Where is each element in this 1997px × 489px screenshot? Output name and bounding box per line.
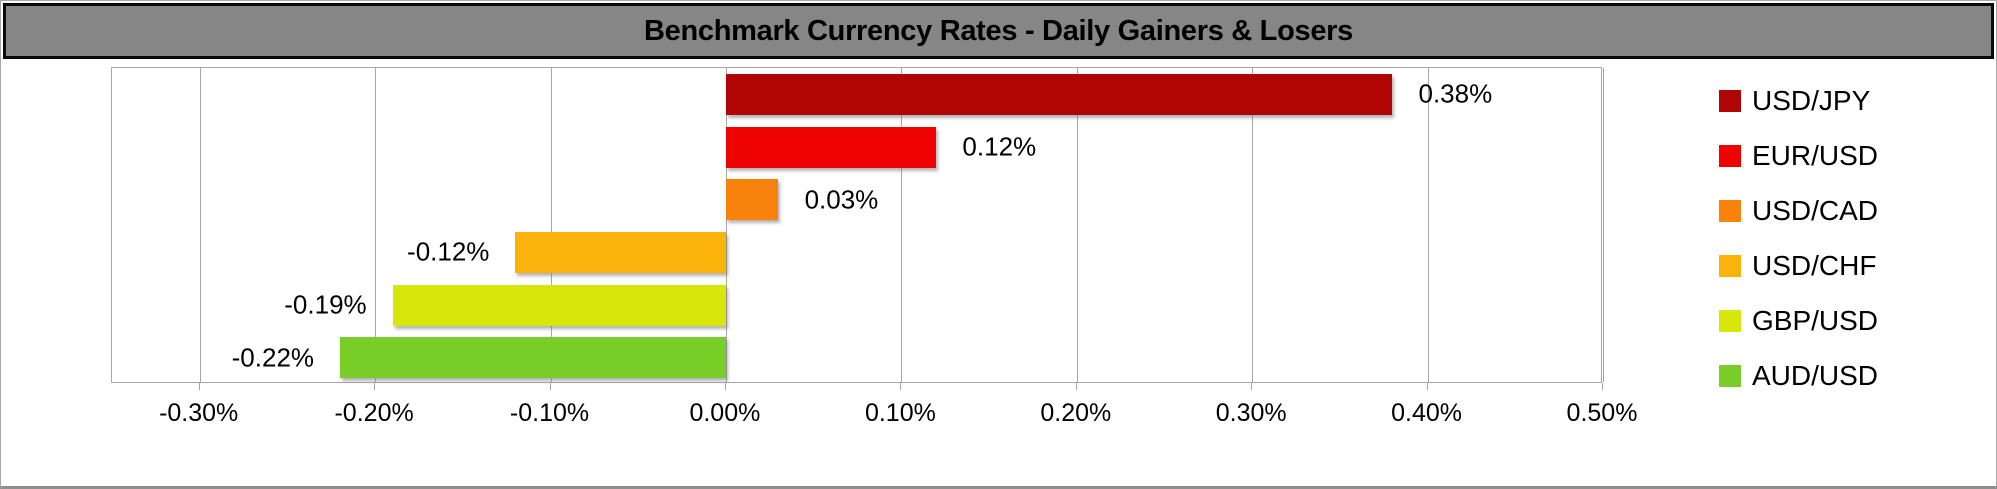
bar-value-label: -0.22% bbox=[231, 342, 315, 373]
legend-item-gbp-usd: GBP/USD bbox=[1719, 305, 1878, 336]
legend-label: AUD/USD bbox=[1752, 359, 1879, 391]
legend-item-usd-chf: USD/CHF bbox=[1719, 250, 1878, 281]
legend-swatch bbox=[1719, 364, 1741, 387]
gridline bbox=[1603, 68, 1604, 382]
legend-label: GBP/USD bbox=[1752, 304, 1879, 336]
gridline bbox=[901, 68, 903, 382]
x-tick-label: -0.30% bbox=[159, 399, 239, 427]
axis-tick-mark bbox=[900, 383, 902, 390]
bar-value-label: -0.12% bbox=[407, 236, 490, 267]
bar-eur-usd bbox=[725, 126, 937, 168]
legend-swatch bbox=[1719, 309, 1741, 332]
plot-area: 0.38% 0.12% 0.03% -0.12% -0.19% -0.22% bbox=[111, 67, 1604, 383]
bar-usd-cad bbox=[725, 179, 779, 221]
x-tick-label: -0.20% bbox=[334, 399, 414, 427]
legend-swatch bbox=[1719, 199, 1741, 222]
x-tick-label: 0.10% bbox=[864, 399, 936, 427]
gridline bbox=[375, 68, 377, 382]
gridline bbox=[725, 68, 727, 382]
x-tick-label: 0.00% bbox=[689, 399, 761, 427]
legend-label: EUR/USD bbox=[1752, 139, 1879, 171]
axis-tick-mark bbox=[374, 383, 376, 390]
legend-label: USD/JPY bbox=[1752, 84, 1871, 116]
axis-tick-mark bbox=[549, 383, 551, 390]
legend-item-eur-usd: EUR/USD bbox=[1719, 140, 1878, 171]
x-tick-label: 0.30% bbox=[1215, 399, 1287, 427]
bar-usd-jpy bbox=[725, 73, 1393, 115]
x-tick-label: 0.20% bbox=[1040, 399, 1112, 427]
x-tick-label: 0.40% bbox=[1391, 399, 1463, 427]
axis-tick-mark bbox=[198, 383, 200, 390]
legend-swatch bbox=[1719, 254, 1741, 277]
legend-item-usd-cad: USD/CAD bbox=[1719, 195, 1878, 226]
legend-swatch bbox=[1719, 89, 1741, 112]
gridline bbox=[550, 68, 552, 382]
bar-value-label: -0.19% bbox=[284, 289, 367, 320]
axis-tick-mark bbox=[1251, 383, 1253, 390]
bar-gbp-usd bbox=[392, 284, 726, 326]
bar-value-label: 0.38% bbox=[1418, 78, 1493, 109]
bar-value-label: 0.03% bbox=[804, 184, 879, 215]
chart-title: Benchmark Currency Rates - Daily Gainers… bbox=[644, 14, 1353, 47]
legend-swatch bbox=[1719, 144, 1741, 167]
x-tick-label: 0.50% bbox=[1566, 399, 1638, 427]
legend-label: USD/CHF bbox=[1752, 249, 1877, 281]
gridline bbox=[199, 68, 201, 382]
axis-tick-mark bbox=[724, 383, 726, 390]
gridline bbox=[1252, 68, 1254, 382]
legend: USD/JPY EUR/USD USD/CAD USD/CHF GBP/USD AUD/U… bbox=[1719, 85, 1878, 415]
legend-item-usd-jpy: USD/JPY bbox=[1719, 85, 1878, 116]
gridline bbox=[1076, 68, 1078, 382]
legend-item-aud-usd: AUD/USD bbox=[1719, 360, 1878, 391]
axis-tick-mark bbox=[1602, 383, 1603, 390]
chart-title-bar: Benchmark Currency Rates - Daily Gainers… bbox=[3, 3, 1994, 59]
bar-value-label: 0.12% bbox=[962, 131, 1037, 162]
bar-aud-usd bbox=[340, 337, 726, 379]
x-tick-label: -0.10% bbox=[509, 399, 590, 427]
axis-tick-mark bbox=[1426, 383, 1428, 390]
bar-usd-chf bbox=[515, 231, 726, 273]
axis-tick-mark bbox=[1075, 383, 1077, 390]
gridline bbox=[1427, 68, 1429, 382]
legend-label: USD/CAD bbox=[1752, 194, 1879, 226]
